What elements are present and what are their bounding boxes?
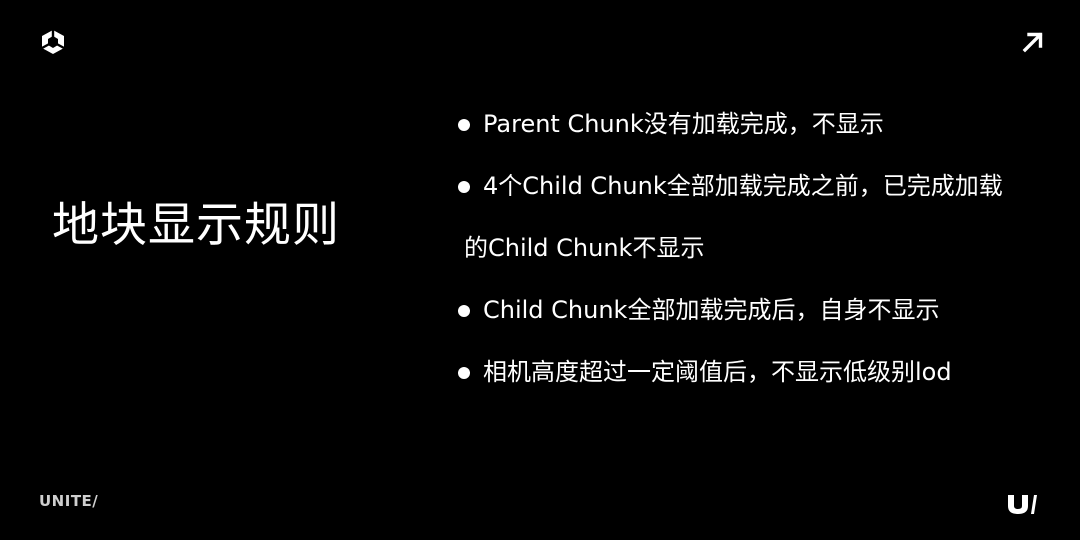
bullet-text: Parent Chunk没有加载完成，不显示 (483, 110, 884, 138)
unite-logo: UNITE/ (39, 492, 99, 510)
bullet-text: Child Chunk全部加载完成后，自身不显示 (483, 296, 940, 324)
unite-u-mark-icon (1008, 495, 1037, 514)
bullet-dot-icon (458, 119, 470, 131)
bullet-text-continuation: 的Child Chunk不显示 (464, 234, 705, 262)
bullet-item: 相机高度超过一定阈值后，不显示低级别lod (456, 341, 1056, 403)
arrow-up-right-icon (1022, 32, 1043, 53)
unity-cube-icon (41, 30, 65, 54)
bullet-text: 4个Child Chunk全部加载完成之前，已完成加载 (483, 172, 1003, 200)
bullet-dot-icon (458, 367, 470, 379)
bullet-item: 4个Child Chunk全部加载完成之前，已完成加载 的Child Chunk… (456, 155, 1056, 279)
slide-title: 地块显示规则 (52, 198, 340, 253)
bullet-dot-icon (458, 181, 470, 193)
bullet-item: Child Chunk全部加载完成后，自身不显示 (456, 279, 1056, 341)
bullet-dot-icon (458, 305, 470, 317)
bullet-item: Parent Chunk没有加载完成，不显示 (456, 93, 1056, 155)
bullet-text: 相机高度超过一定阈值后，不显示低级别lod (483, 358, 952, 386)
bullet-list: Parent Chunk没有加载完成，不显示 4个Child Chunk全部加载… (456, 93, 1056, 403)
